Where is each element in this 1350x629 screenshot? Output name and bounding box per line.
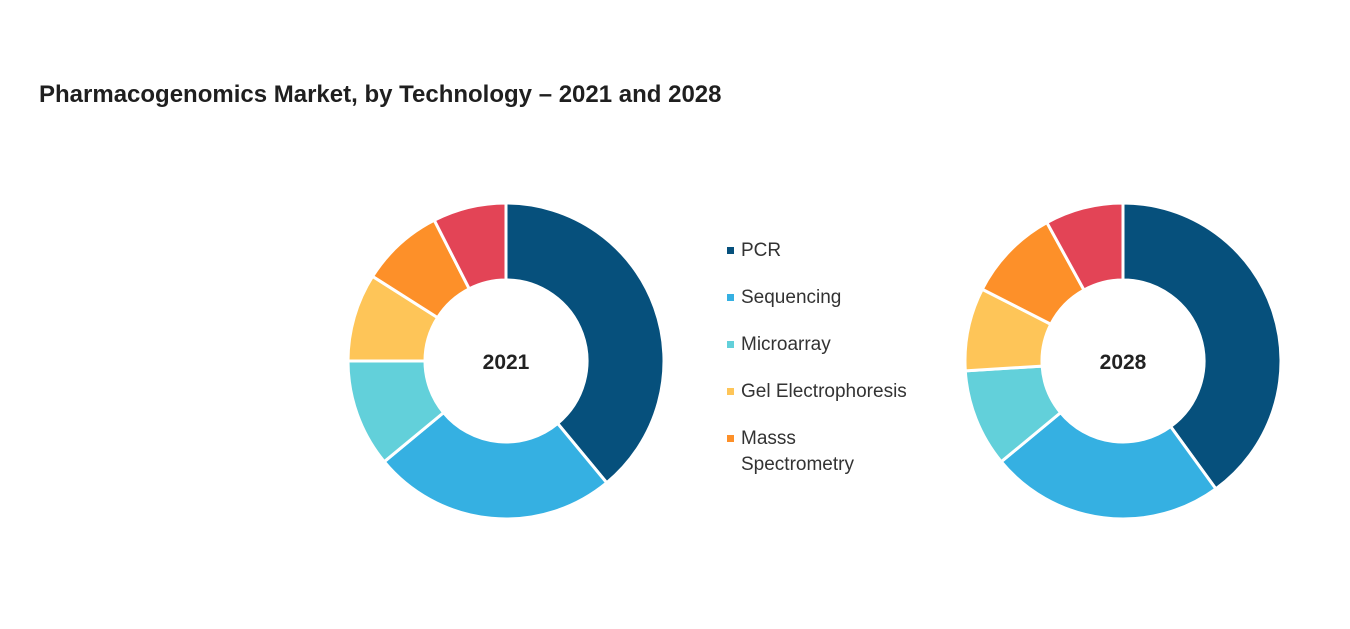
donut-chart-2028: 2028: [963, 201, 1283, 521]
legend-label: PCR: [741, 240, 782, 261]
legend-label: Microarray: [741, 334, 831, 355]
slice-others-2021: [432, 201, 508, 291]
slice-pcr-2021: [504, 201, 666, 485]
legend-swatch-gel-electrophoresis: [727, 388, 734, 395]
legend-item-pcr: PCR: [727, 238, 941, 264]
legend-swatch-pcr: [727, 247, 734, 254]
slice-sequencing-2021: [382, 411, 609, 521]
legend-swatch-mass-spectrometry: [727, 435, 734, 442]
legend-item-gel-electrophoresis: Gel Electrophoresis: [727, 379, 941, 405]
donut-center-label: 2028: [1100, 351, 1147, 374]
slice-pcr-2028: [1121, 201, 1283, 491]
legend-swatch-microarray: [727, 341, 734, 348]
legend-item-sequencing: Sequencing: [727, 285, 941, 311]
legend-label: Sequencing: [741, 287, 842, 308]
slice-sequencing-2028: [999, 411, 1218, 521]
donut-center-label: 2021: [483, 351, 530, 374]
donut-chart-2021: 2021: [346, 201, 666, 521]
legend-label: Masss Spectrometry: [741, 428, 854, 475]
legend-item-mass-spectrometry: Masss Spectrometry: [727, 426, 891, 478]
legend-swatch-sequencing: [727, 294, 734, 301]
slice-others-2028: [1045, 201, 1125, 292]
legend-item-microarray: Microarray: [727, 332, 941, 358]
legend-label: Gel Electrophoresis: [741, 381, 907, 402]
chart-title: Pharmacogenomics Market, by Technology –…: [39, 81, 722, 108]
chart-legend: PCR Sequencing Microarray Gel Electropho…: [727, 238, 941, 499]
